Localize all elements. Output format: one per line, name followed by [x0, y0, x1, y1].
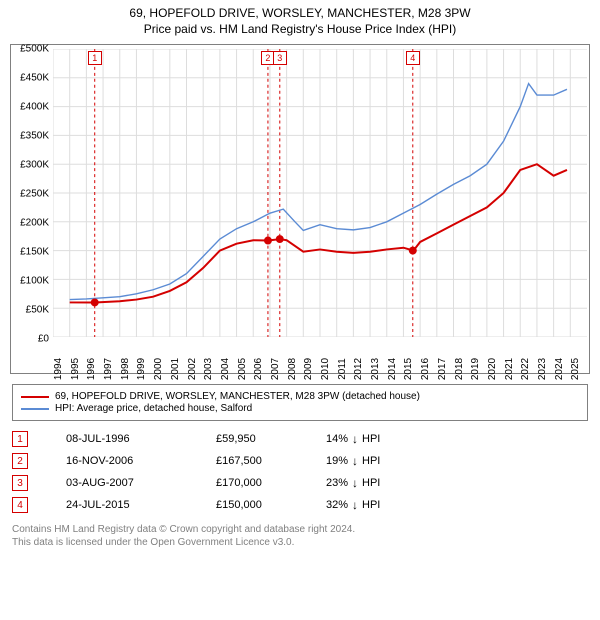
- sale-diff: 19% ↓ HPI: [326, 455, 380, 467]
- y-tick-label: £450K: [20, 73, 49, 84]
- sale-diff: 23% ↓ HPI: [326, 477, 380, 489]
- sale-diff: 32% ↓ HPI: [326, 499, 380, 511]
- x-tick-label: 2024: [554, 358, 565, 380]
- x-tick-label: 2006: [253, 358, 264, 380]
- x-tick-label: 2014: [387, 358, 398, 380]
- x-tick-label: 2020: [487, 358, 498, 380]
- sale-diff: 14% ↓ HPI: [326, 433, 380, 445]
- y-tick-label: £350K: [20, 131, 49, 142]
- y-tick-label: £400K: [20, 102, 49, 113]
- y-axis-labels: £0£50K£100K£150K£200K£250K£300K£350K£400…: [11, 49, 51, 337]
- x-tick-label: 2010: [320, 358, 331, 380]
- chart-marker-4: 4: [406, 51, 420, 65]
- sale-diff-pct: 32%: [326, 499, 348, 511]
- y-tick-label: £250K: [20, 189, 49, 200]
- y-tick-label: £50K: [26, 305, 49, 316]
- x-tick-label: 1994: [53, 358, 64, 380]
- chart: £0 £50K £100K £150K £200K £250K £300K £350K £400…: [10, 44, 590, 374]
- title-block: 69, HOPEFOLD DRIVE, WORSLEY, MANCHESTER,…: [0, 0, 600, 40]
- sale-date: 24-JUL-2015: [66, 499, 216, 511]
- legend: 69, HOPEFOLD DRIVE, WORSLEY, MANCHESTER,…: [12, 384, 588, 421]
- y-tick-label: £150K: [20, 247, 49, 258]
- sale-diff-suffix: HPI: [362, 433, 380, 445]
- sale-diff-pct: 19%: [326, 455, 348, 467]
- y-tick-label: £300K: [20, 160, 49, 171]
- sale-row: 4 24-JUL-2015 £150,000 32% ↓ HPI: [12, 497, 588, 513]
- attribution-line2: This data is licensed under the Open Gov…: [12, 536, 588, 549]
- sale-date: 03-AUG-2007: [66, 477, 216, 489]
- sale-diff-suffix: HPI: [362, 455, 380, 467]
- title-address: 69, HOPEFOLD DRIVE, WORSLEY, MANCHESTER,…: [0, 6, 600, 20]
- sale-price: £170,000: [216, 477, 326, 489]
- sale-row: 3 03-AUG-2007 £170,000 23% ↓ HPI: [12, 475, 588, 491]
- sale-diff-pct: 14%: [326, 433, 348, 445]
- sale-price: £59,950: [216, 433, 326, 445]
- x-tick-label: 2018: [454, 358, 465, 380]
- legend-label: 69, HOPEFOLD DRIVE, WORSLEY, MANCHESTER,…: [55, 391, 420, 402]
- sale-marker-box: 2: [12, 453, 28, 469]
- x-tick-label: 2012: [353, 358, 364, 380]
- chart-marker-3: 3: [273, 51, 287, 65]
- y-tick-label: £100K: [20, 276, 49, 287]
- x-tick-label: 2011: [337, 358, 348, 380]
- sale-price: £167,500: [216, 455, 326, 467]
- page: 69, HOPEFOLD DRIVE, WORSLEY, MANCHESTER,…: [0, 0, 600, 620]
- x-tick-label: 2013: [370, 358, 381, 380]
- x-tick-label: 2025: [570, 358, 581, 380]
- y-tick-label: £0: [38, 334, 49, 345]
- sale-date: 16-NOV-2006: [66, 455, 216, 467]
- sale-row: 2 16-NOV-2006 £167,500 19% ↓ HPI: [12, 453, 588, 469]
- x-tick-label: 2007: [270, 358, 281, 380]
- x-tick-label: 2001: [170, 358, 181, 380]
- x-tick-label: 2022: [520, 358, 531, 380]
- legend-item: 69, HOPEFOLD DRIVE, WORSLEY, MANCHESTER,…: [21, 391, 579, 402]
- x-tick-label: 2004: [220, 358, 231, 380]
- attribution-line1: Contains HM Land Registry data © Crown c…: [12, 523, 588, 536]
- x-tick-label: 2021: [504, 358, 515, 380]
- sale-price: £150,000: [216, 499, 326, 511]
- x-tick-label: 1997: [103, 358, 114, 380]
- sale-row: 1 08-JUL-1996 £59,950 14% ↓ HPI: [12, 431, 588, 447]
- chart-marker-1: 1: [88, 51, 102, 65]
- x-tick-label: 2000: [153, 358, 164, 380]
- sale-date: 08-JUL-1996: [66, 433, 216, 445]
- sale-diff-pct: 23%: [326, 477, 348, 489]
- plot-area: 1234: [53, 49, 587, 337]
- x-tick-label: 2016: [420, 358, 431, 380]
- x-tick-label: 2005: [237, 358, 248, 380]
- x-tick-label: 2008: [287, 358, 298, 380]
- down-arrow-icon: ↓: [352, 477, 358, 489]
- x-tick-label: 1996: [86, 358, 97, 380]
- x-tick-label: 1998: [120, 358, 131, 380]
- x-tick-label: 1999: [136, 358, 147, 380]
- legend-swatch: [21, 408, 49, 410]
- x-tick-label: 2015: [403, 358, 414, 380]
- y-tick-label: £200K: [20, 218, 49, 229]
- down-arrow-icon: ↓: [352, 499, 358, 511]
- x-tick-label: 2009: [303, 358, 314, 380]
- title-subtitle: Price paid vs. HM Land Registry's House …: [0, 22, 600, 36]
- x-tick-label: 1995: [70, 358, 81, 380]
- sales-table: 1 08-JUL-1996 £59,950 14% ↓ HPI 2 16-NOV…: [12, 431, 588, 513]
- legend-label: HPI: Average price, detached house, Salf…: [55, 403, 252, 414]
- x-tick-label: 2023: [537, 358, 548, 380]
- sale-marker-box: 1: [12, 431, 28, 447]
- y-tick-label: £500K: [20, 44, 49, 55]
- sale-diff-suffix: HPI: [362, 477, 380, 489]
- x-tick-label: 2003: [203, 358, 214, 380]
- down-arrow-icon: ↓: [352, 433, 358, 445]
- x-tick-label: 2019: [470, 358, 481, 380]
- down-arrow-icon: ↓: [352, 455, 358, 467]
- x-tick-label: 2002: [187, 358, 198, 380]
- attribution: Contains HM Land Registry data © Crown c…: [12, 523, 588, 549]
- legend-swatch: [21, 396, 49, 398]
- x-tick-label: 2017: [437, 358, 448, 380]
- sale-marker-box: 3: [12, 475, 28, 491]
- sale-marker-box: 4: [12, 497, 28, 513]
- x-axis-labels: 1994199519961997199819992000200120022003…: [53, 339, 587, 373]
- legend-item: HPI: Average price, detached house, Salf…: [21, 403, 579, 414]
- sale-diff-suffix: HPI: [362, 499, 380, 511]
